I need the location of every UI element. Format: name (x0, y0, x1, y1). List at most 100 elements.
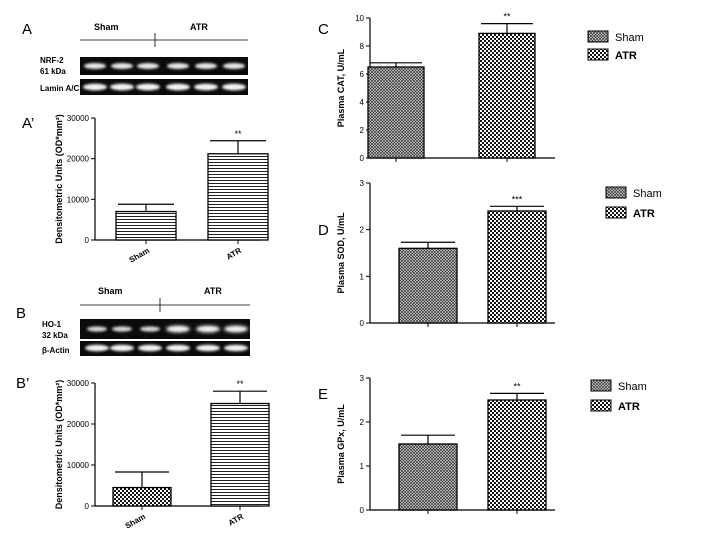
blot-group-label-sham: Sham (94, 22, 119, 32)
blot-band (196, 325, 220, 333)
blot-group-label-atr: ATR (190, 22, 208, 32)
y-tick-label: 3 (360, 374, 365, 383)
y-axis-label: Plasma CAT, U/mL (336, 48, 346, 127)
x-tick-label: ATR (227, 512, 245, 528)
y-tick-label: 0 (360, 319, 365, 328)
panel-label-D: D (318, 222, 329, 239)
blot-band (224, 325, 248, 333)
legend-label-atr: ATR (615, 50, 637, 62)
y-tick-label: 3 (360, 179, 365, 188)
blot-band (83, 83, 107, 91)
significance-marker: *** (512, 194, 523, 204)
bar-atr (207, 153, 269, 241)
panel-label-A-prime: A’ (22, 115, 34, 132)
legend-swatch-atr (605, 206, 627, 219)
significance-marker: ** (513, 381, 521, 391)
legend-swatch-atr (590, 399, 612, 412)
legend-swatch-sham (587, 30, 609, 43)
y-axis-label: Densitometric Units (OD*mm²) (54, 380, 64, 510)
blot-band (224, 344, 248, 352)
y-tick-label: 0 (85, 502, 90, 511)
y-tick-label: 30000 (67, 114, 90, 123)
y-tick-label: 0 (85, 236, 90, 245)
blot-group-label-atr: ATR (204, 286, 222, 296)
bar-atr (210, 402, 270, 507)
significance-marker: ** (503, 12, 511, 22)
panel-label-A: A (22, 21, 32, 38)
blot-ho1: Sham ATR HO-1 32 kDa β-Actin (42, 286, 250, 356)
blot-band (110, 83, 134, 91)
blot-row-label-line: NRF-2 (40, 56, 64, 65)
blot-band (136, 83, 160, 91)
y-tick-label: 0 (360, 506, 365, 515)
legend-swatch-sham (590, 379, 612, 392)
y-tick-label: 4 (360, 98, 365, 107)
blot-row-label-line: 32 kDa (42, 331, 68, 340)
panel-label-B: B (16, 305, 26, 322)
blot-band (138, 344, 162, 352)
blot-band (166, 344, 190, 352)
y-tick-label: 10000 (67, 461, 90, 470)
chart-plasma-cat: 0 2 4 6 8 10 Plasma CAT, U/mL ** Sham ATR (336, 12, 644, 163)
significance-marker: ** (236, 379, 244, 389)
y-tick-label: 8 (360, 42, 365, 51)
legend-label-atr: ATR (618, 401, 640, 413)
bar-sham (115, 210, 177, 241)
chart-plasma-sod: 0 1 2 3 Plasma SOD, U/mL *** Sham ATR (336, 179, 662, 328)
legend-swatch-sham (605, 186, 627, 199)
blot-row-label-line: HO-1 (42, 320, 62, 329)
blot-band (222, 83, 246, 91)
y-tick-label: 20000 (67, 155, 90, 164)
y-tick-label: 0 (360, 154, 365, 163)
x-tick-label: Sham (128, 246, 151, 265)
blot-row-label-line: 61 kDa (40, 67, 66, 76)
blot-row-label: NRF-2 61 kDa (40, 56, 66, 76)
blot-band (194, 83, 218, 91)
bar-sham (398, 443, 458, 511)
y-tick-label: 2 (360, 126, 365, 135)
blot-band (223, 63, 245, 69)
y-axis-label: Plasma SOD, U/mL (336, 212, 346, 294)
x-tick-label: Sham (124, 512, 147, 531)
y-axis-label: Plasma GPx, U/mL (336, 404, 346, 484)
panel-label-B-prime: B’ (16, 375, 29, 392)
significance-marker: ** (234, 129, 242, 139)
blot-band (84, 63, 106, 69)
blot-band (111, 63, 133, 69)
y-axis-label: Densitometric Units (OD*mm²) (54, 114, 64, 244)
y-tick-label: 20000 (67, 420, 90, 429)
bar-sham (398, 247, 458, 324)
bar-sham (112, 486, 172, 507)
bar-atr (487, 210, 547, 324)
y-tick-label: 30000 (67, 379, 90, 388)
blot-row-label: HO-1 32 kDa (42, 320, 68, 340)
bar-sham (367, 66, 425, 159)
chart-plasma-gpx: 0 1 2 3 Plasma GPx, U/mL ** Sham ATR (336, 374, 647, 515)
y-tick-label: 6 (360, 70, 365, 79)
y-tick-label: 1 (360, 272, 365, 281)
blot-group-label-sham: Sham (98, 286, 123, 296)
bar-atr (478, 32, 536, 159)
y-tick-label: 10 (355, 14, 364, 23)
blot-row-label-lamin: Lamin A/C (40, 84, 79, 93)
y-tick-label: 1 (360, 462, 365, 471)
blot-band (166, 83, 190, 91)
blot-band (195, 63, 217, 69)
legend-label-sham: Sham (633, 188, 662, 200)
y-tick-label: 2 (360, 226, 365, 235)
blot-band (167, 63, 189, 69)
panel-label-E: E (318, 386, 328, 403)
bar-atr (487, 399, 547, 511)
blot-band (87, 326, 107, 332)
blot-band (110, 344, 134, 352)
x-tick-label: ATR (225, 246, 243, 262)
blot-row-label-actin: β-Actin (42, 346, 70, 355)
legend-label-sham: Sham (618, 381, 647, 393)
blot-band (137, 63, 159, 69)
y-tick-label: 10000 (67, 195, 90, 204)
blot-nrf2: Sham ATR NRF-2 61 kDa Lamin A/C (40, 22, 248, 95)
blot-band (112, 326, 132, 332)
